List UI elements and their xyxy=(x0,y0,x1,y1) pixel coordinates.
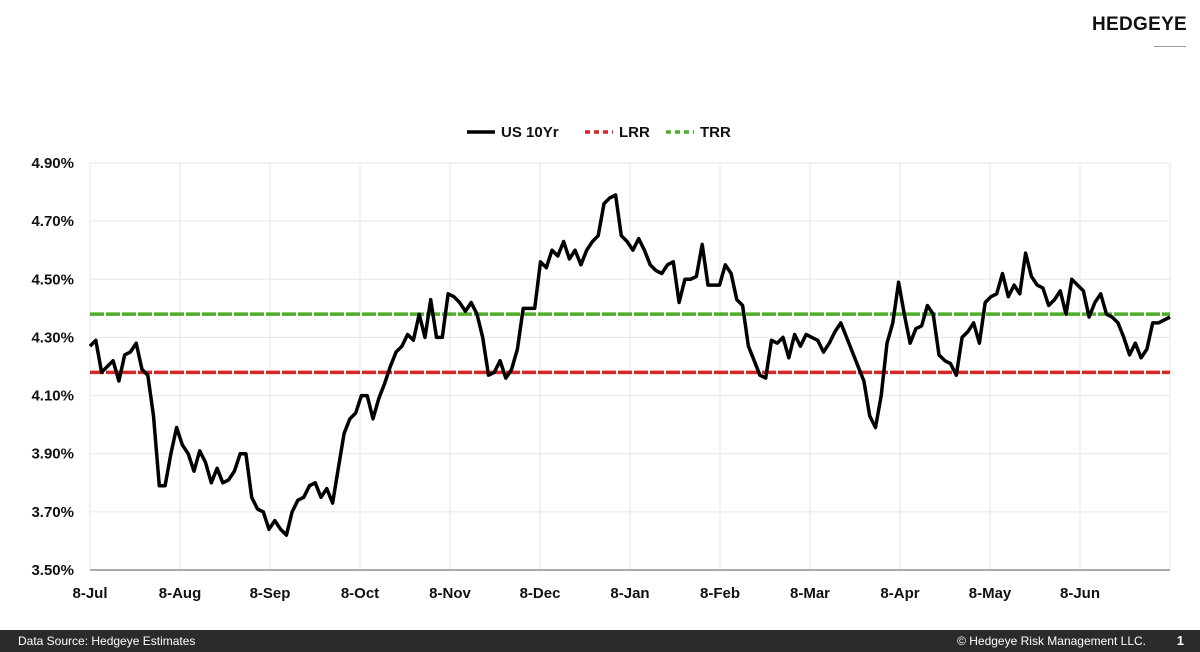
x-tick-label: 8-Jun xyxy=(1060,585,1100,602)
data-source-note: Data Source: Hedgeye Estimates xyxy=(18,634,196,648)
chart-legend: US 10Yr LRR TRR xyxy=(467,124,731,141)
x-tick-label: 8-Feb xyxy=(700,585,740,602)
page-number: 1 xyxy=(1176,633,1184,648)
us10yr-line xyxy=(88,193,1171,537)
footer-bar: Data Source: Hedgeye Estimates © Hedgeye… xyxy=(0,630,1200,652)
y-tick-label: 3.70% xyxy=(31,504,74,521)
x-tick-label: 8-Apr xyxy=(880,585,919,602)
chart-series xyxy=(88,193,1171,537)
y-tick-label: 3.90% xyxy=(31,446,74,463)
x-tick-label: 8-Jan xyxy=(610,585,649,602)
legend-item-lrr: LRR xyxy=(585,124,650,141)
brand-logo: HEDGEYE xyxy=(1092,14,1188,35)
legend-label: TRR xyxy=(700,124,731,141)
copyright-note: © Hedgeye Risk Management LLC. xyxy=(957,634,1146,648)
y-tick-label: 3.50% xyxy=(31,562,74,579)
y-tick-label: 4.10% xyxy=(31,388,74,405)
x-tick-label: 8-Aug xyxy=(159,585,202,602)
y-tick-label: 4.70% xyxy=(31,213,74,230)
legend-item-trr: TRR xyxy=(666,124,731,141)
x-tick-label: 8-Oct xyxy=(341,585,379,602)
y-tick-label: 4.90% xyxy=(31,155,74,172)
x-axis-ticks: 8-Jul 8-Aug 8-Sep 8-Oct 8-Nov 8-Dec 8-Jan 8-Feb… xyxy=(72,585,1100,602)
x-tick-label: 8-Jul xyxy=(72,585,107,602)
line-chart: 3.50% 3.70% 3.90% 4.10% 4.30% 4.50% 4.70% 4.90%… xyxy=(31,124,1171,602)
chart-gridlines xyxy=(89,162,1171,571)
x-tick-label: 8-Nov xyxy=(429,585,471,602)
y-tick-label: 4.30% xyxy=(31,329,74,346)
x-tick-label: 8-Sep xyxy=(250,585,291,602)
legend-label: LRR xyxy=(619,124,650,141)
y-tick-label: 4.50% xyxy=(31,271,74,288)
brand-underline xyxy=(1154,46,1186,47)
x-tick-label: 8-Dec xyxy=(520,585,561,602)
x-tick-label: 8-May xyxy=(969,585,1012,602)
legend-item-us10yr: US 10Yr xyxy=(467,124,559,141)
y-axis-ticks: 3.50% 3.70% 3.90% 4.10% 4.30% 4.50% 4.70% 4.90% xyxy=(31,155,74,579)
x-tick-label: 8-Mar xyxy=(790,585,830,602)
legend-label: US 10Yr xyxy=(501,124,559,141)
